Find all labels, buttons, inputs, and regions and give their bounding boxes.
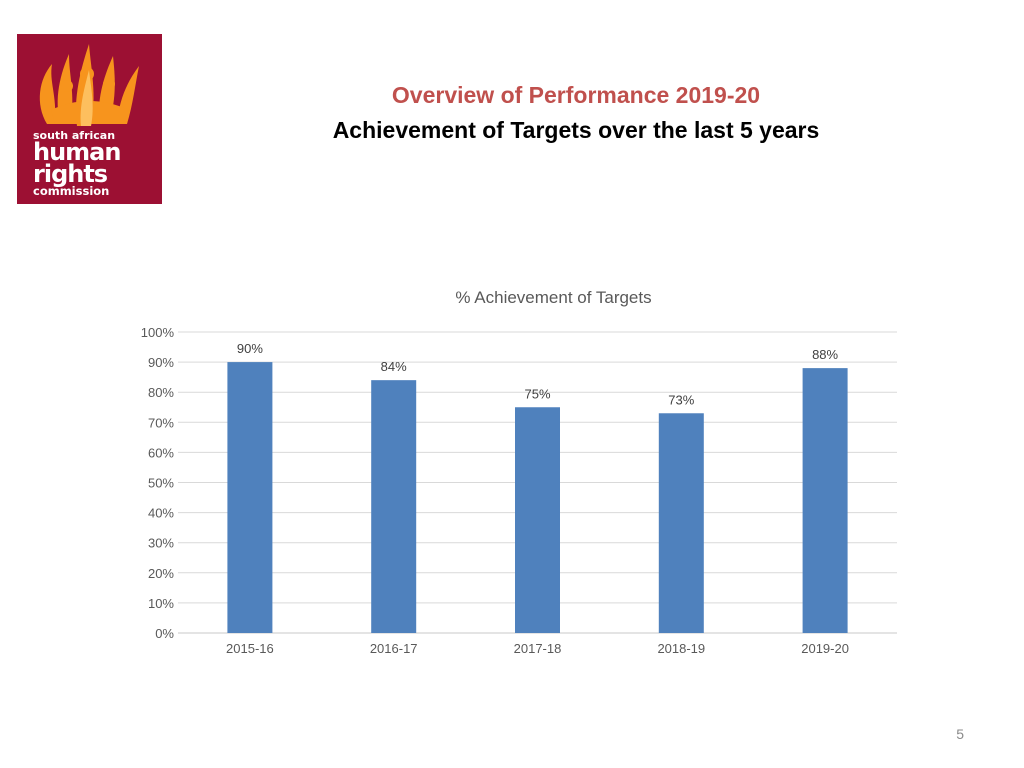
y-tick-label: 100% — [141, 325, 175, 340]
x-tick-label: 2018-19 — [657, 641, 705, 656]
logo-line-3: rights — [33, 160, 108, 188]
y-tick-label: 60% — [148, 445, 174, 460]
y-tick-label: 90% — [148, 355, 174, 370]
y-tick-label: 70% — [148, 415, 174, 430]
data-label: 73% — [668, 392, 694, 407]
data-label: 88% — [812, 347, 838, 362]
x-tick-label: 2017-18 — [514, 641, 562, 656]
x-tick-label: 2019-20 — [801, 641, 849, 656]
flame-people-icon — [39, 44, 139, 126]
y-tick-label: 50% — [148, 476, 174, 491]
slide-title: Overview of Performance 2019-20 — [391, 82, 761, 108]
data-label: 84% — [381, 359, 407, 374]
bar — [658, 413, 704, 633]
logo-line-2: human — [33, 138, 121, 166]
commission-logo: south african human rights commission — [17, 34, 162, 204]
x-tick-label: 2016-17 — [370, 641, 418, 656]
y-tick-label: 40% — [148, 506, 174, 521]
x-tick-label: 2015-16 — [226, 641, 274, 656]
data-label: 90% — [237, 341, 263, 356]
logo-line-1: south african — [33, 129, 116, 142]
chart-title: % Achievement of Targets — [455, 288, 651, 307]
slide-subtitle: Achievement of Targets over the last 5 y… — [332, 117, 820, 143]
bar — [227, 362, 273, 633]
y-tick-label: 10% — [148, 596, 174, 611]
y-tick-label: 30% — [148, 536, 174, 551]
logo-line-4: commission — [33, 184, 110, 198]
y-tick-label: 80% — [148, 385, 174, 400]
bar — [371, 380, 417, 633]
bar — [515, 407, 560, 633]
page-number: 5 — [956, 726, 964, 742]
bar — [802, 368, 848, 633]
y-tick-label: 20% — [148, 566, 174, 581]
data-label: 75% — [524, 386, 550, 401]
y-tick-label: 0% — [155, 626, 174, 641]
